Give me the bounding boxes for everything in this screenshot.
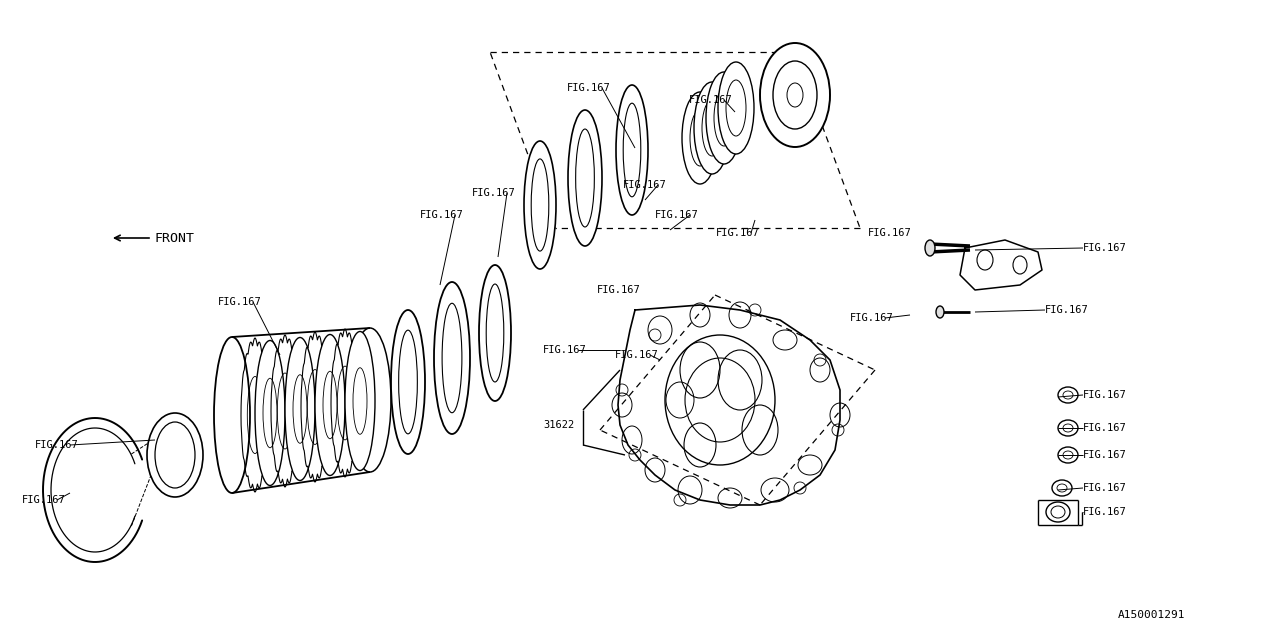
Ellipse shape [214,337,250,493]
Text: FIG.167: FIG.167 [472,188,516,198]
Text: FIG.167: FIG.167 [420,210,463,220]
Ellipse shape [718,62,754,154]
Ellipse shape [925,240,934,256]
Text: FIG.167: FIG.167 [689,95,732,105]
Text: FIG.167: FIG.167 [623,180,667,190]
Text: FIG.167: FIG.167 [850,313,893,323]
Text: FIG.167: FIG.167 [543,345,586,355]
Ellipse shape [760,43,829,147]
Ellipse shape [694,82,730,174]
Ellipse shape [285,337,315,481]
Text: FIG.167: FIG.167 [655,210,699,220]
Text: FRONT: FRONT [154,232,195,244]
Text: FIG.167: FIG.167 [1083,243,1126,253]
Ellipse shape [315,335,346,476]
Ellipse shape [524,141,556,269]
Text: FIG.167: FIG.167 [1083,483,1126,493]
Text: 31622: 31622 [543,420,575,430]
Ellipse shape [255,340,285,486]
Text: FIG.167: FIG.167 [1044,305,1089,315]
Ellipse shape [936,306,945,318]
Ellipse shape [568,110,602,246]
Text: FIG.167: FIG.167 [1083,450,1126,460]
Ellipse shape [346,332,375,470]
Text: FIG.167: FIG.167 [567,83,611,93]
Ellipse shape [616,85,648,215]
Ellipse shape [682,92,718,184]
Text: A150001291: A150001291 [1117,610,1185,620]
Ellipse shape [434,282,470,434]
Ellipse shape [147,413,204,497]
Ellipse shape [479,265,511,401]
Text: FIG.167: FIG.167 [218,297,261,307]
Ellipse shape [390,310,425,454]
Text: FIG.167: FIG.167 [35,440,79,450]
Ellipse shape [349,328,390,472]
Ellipse shape [773,61,817,129]
Text: FIG.167: FIG.167 [868,228,911,238]
Text: FIG.167: FIG.167 [1083,390,1126,400]
Text: FIG.167: FIG.167 [716,228,760,238]
Text: FIG.167: FIG.167 [614,350,659,360]
Text: FIG.167: FIG.167 [1083,423,1126,433]
Text: FIG.167: FIG.167 [22,495,65,505]
Text: FIG.167: FIG.167 [596,285,641,295]
Ellipse shape [707,72,742,164]
Text: FIG.167: FIG.167 [1083,507,1126,517]
